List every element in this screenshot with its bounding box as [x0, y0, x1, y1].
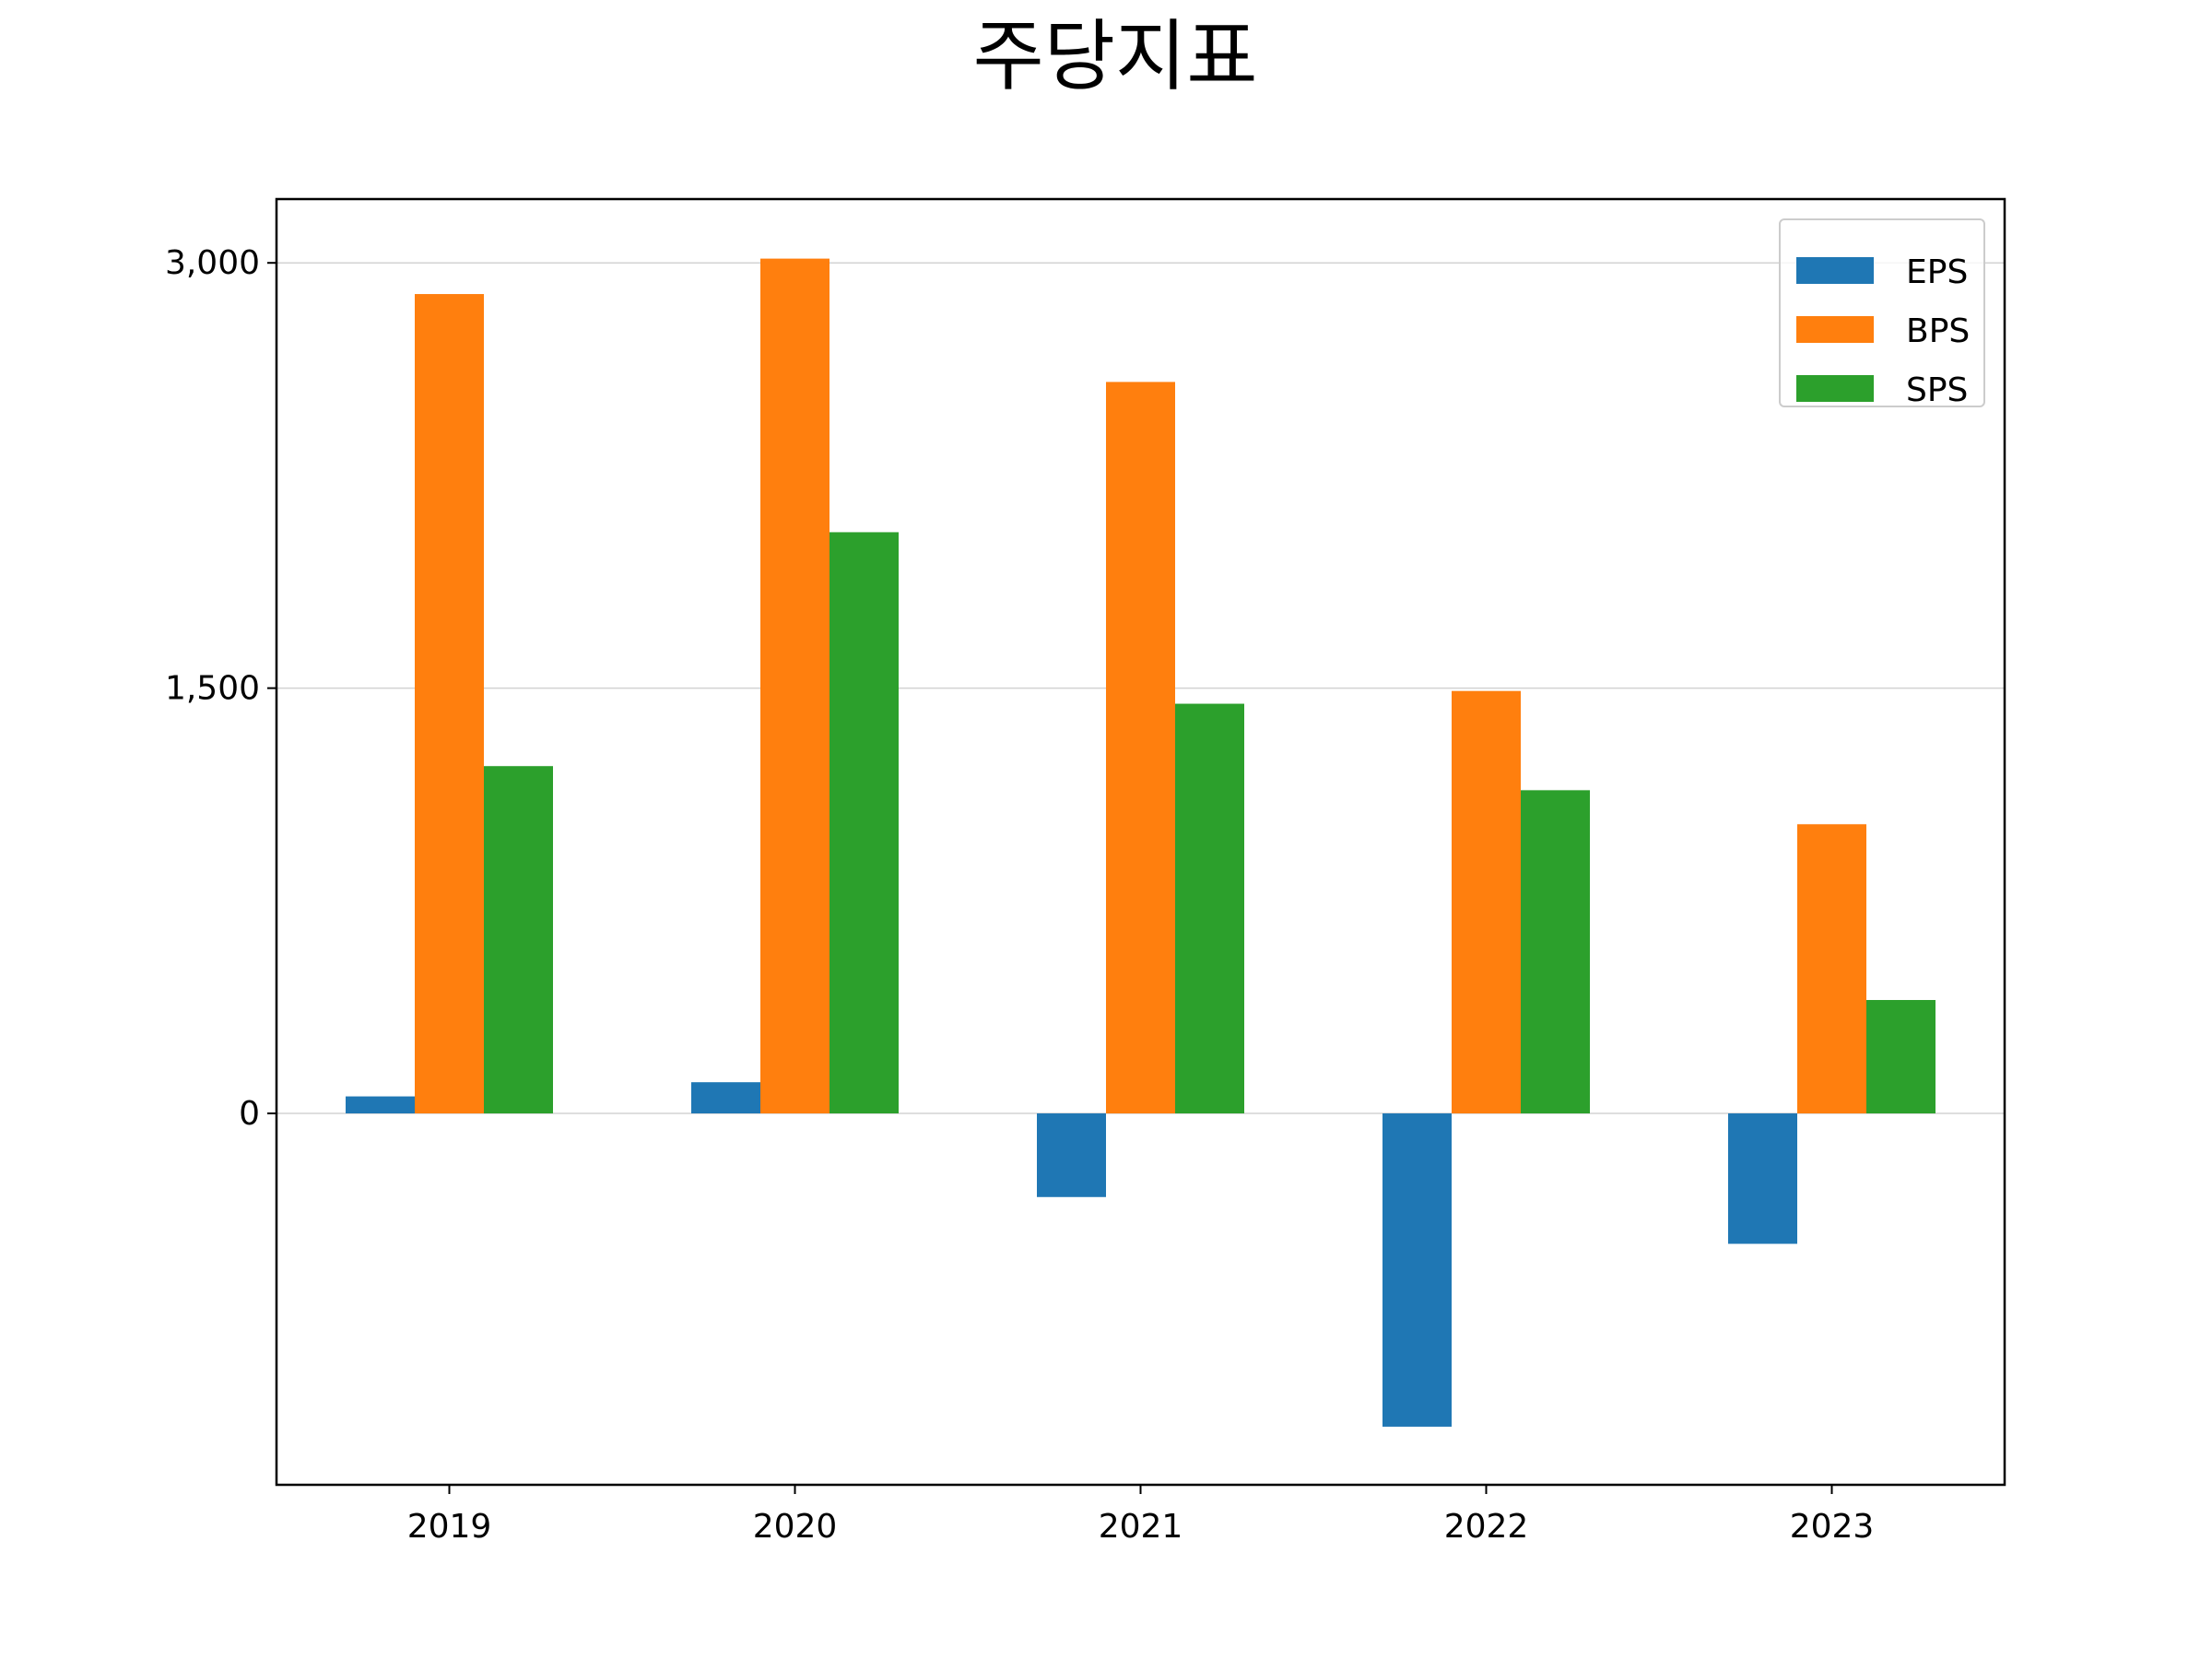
bar-sps-2020	[830, 532, 899, 1114]
y-tick-label: 3,000	[165, 244, 260, 282]
x-tick-label: 2019	[407, 1508, 492, 1546]
x-tick-label: 2023	[1790, 1508, 1875, 1546]
bar-eps-2023	[1728, 1113, 1797, 1244]
bar-eps-2021	[1037, 1113, 1106, 1197]
bar-eps-2020	[691, 1082, 760, 1114]
x-tick-label: 2020	[753, 1508, 838, 1546]
bars	[346, 258, 1936, 1427]
bar-bps-2021	[1106, 382, 1175, 1114]
bar-eps-2022	[1382, 1113, 1452, 1427]
bar-sps-2021	[1175, 703, 1244, 1114]
x-tick-label: 2022	[1444, 1508, 1529, 1546]
chart-title: 주당지표	[972, 11, 1257, 101]
bar-bps-2020	[760, 258, 830, 1114]
legend-swatch-sps	[1796, 375, 1874, 402]
y-tick-label: 0	[239, 1095, 260, 1133]
bar-bps-2019	[415, 294, 484, 1114]
bar-eps-2019	[346, 1096, 415, 1114]
y-tick-label: 1,500	[165, 670, 260, 708]
bar-sps-2019	[484, 766, 553, 1114]
bar-sps-2022	[1521, 790, 1590, 1114]
legend-label-sps: SPS	[1906, 371, 1968, 409]
bar-bps-2023	[1797, 824, 1866, 1114]
legend-swatch-bps	[1796, 316, 1874, 343]
legend-label-bps: BPS	[1906, 312, 1970, 350]
x-tick-label: 2021	[1099, 1508, 1183, 1546]
bar-bps-2022	[1452, 690, 1521, 1114]
axes: 0 1,500 3,000 2019 2020 2021 2022 2023	[165, 244, 1874, 1546]
legend: EPS BPS SPS	[1779, 218, 1985, 409]
legend-swatch-eps	[1796, 257, 1874, 284]
bar-sps-2023	[1866, 999, 1936, 1114]
legend-label-eps: EPS	[1906, 253, 1968, 291]
